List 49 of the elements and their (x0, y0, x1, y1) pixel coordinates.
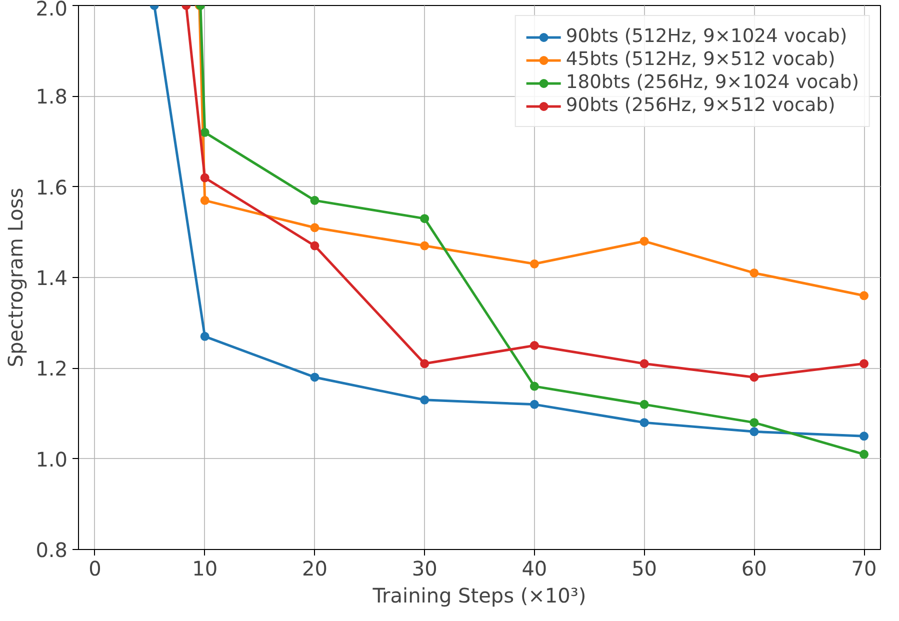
point (310, 223, 320, 232)
point (530, 400, 539, 409)
point (420, 214, 430, 224)
point (200, 173, 210, 182)
legend-label: 45bts (512Hz, 9×512 vocab) (566, 49, 836, 70)
legend-label: 90bts (512Hz, 9×1024 vocab) (566, 26, 848, 47)
x-tick-label: 10 (192, 556, 218, 580)
y-tick-label: 2.0 (36, 0, 68, 20)
point (310, 196, 320, 205)
point (860, 291, 869, 300)
y-tick-label: 1.6 (36, 175, 68, 200)
point (420, 395, 430, 404)
x-axis-title: Training Steps (×10³) (372, 584, 586, 608)
point (860, 450, 869, 459)
y-tick-label: 1.2 (36, 356, 68, 381)
y-axis-title: Spectrogram Loss (4, 188, 28, 368)
y-tick-label: 1.4 (36, 266, 68, 290)
x-tick-label: 0 (88, 556, 102, 580)
point (200, 196, 210, 205)
point (640, 400, 649, 409)
x-tick-label: 30 (412, 556, 438, 580)
point (640, 359, 649, 368)
point (860, 359, 869, 368)
point (750, 427, 759, 436)
point (200, 128, 210, 137)
point (420, 359, 430, 368)
point (200, 332, 210, 341)
point (310, 241, 320, 250)
point (530, 382, 539, 391)
point (420, 241, 430, 250)
point (640, 236, 649, 246)
y-tick-label: 1.0 (36, 447, 68, 472)
x-tick-label: 70 (851, 556, 877, 580)
point (530, 341, 539, 350)
x-tick-label: 60 (741, 556, 767, 580)
point (750, 268, 759, 278)
x-tick-label: 40 (522, 556, 548, 580)
point (310, 372, 320, 382)
point (750, 372, 759, 382)
legend-label: 90bts (256Hz, 9×512 vocab) (566, 95, 836, 116)
point (750, 418, 759, 428)
y-tick-label: 1.8 (36, 84, 68, 109)
y-tick-label: 0.8 (36, 538, 68, 562)
x-tick-label: 50 (632, 556, 658, 580)
point (530, 259, 539, 268)
point (860, 432, 869, 441)
x-tick-label: 20 (302, 556, 328, 580)
legend-label: 180bts (256Hz, 9×1024 vocab) (566, 72, 859, 93)
point (640, 418, 649, 428)
